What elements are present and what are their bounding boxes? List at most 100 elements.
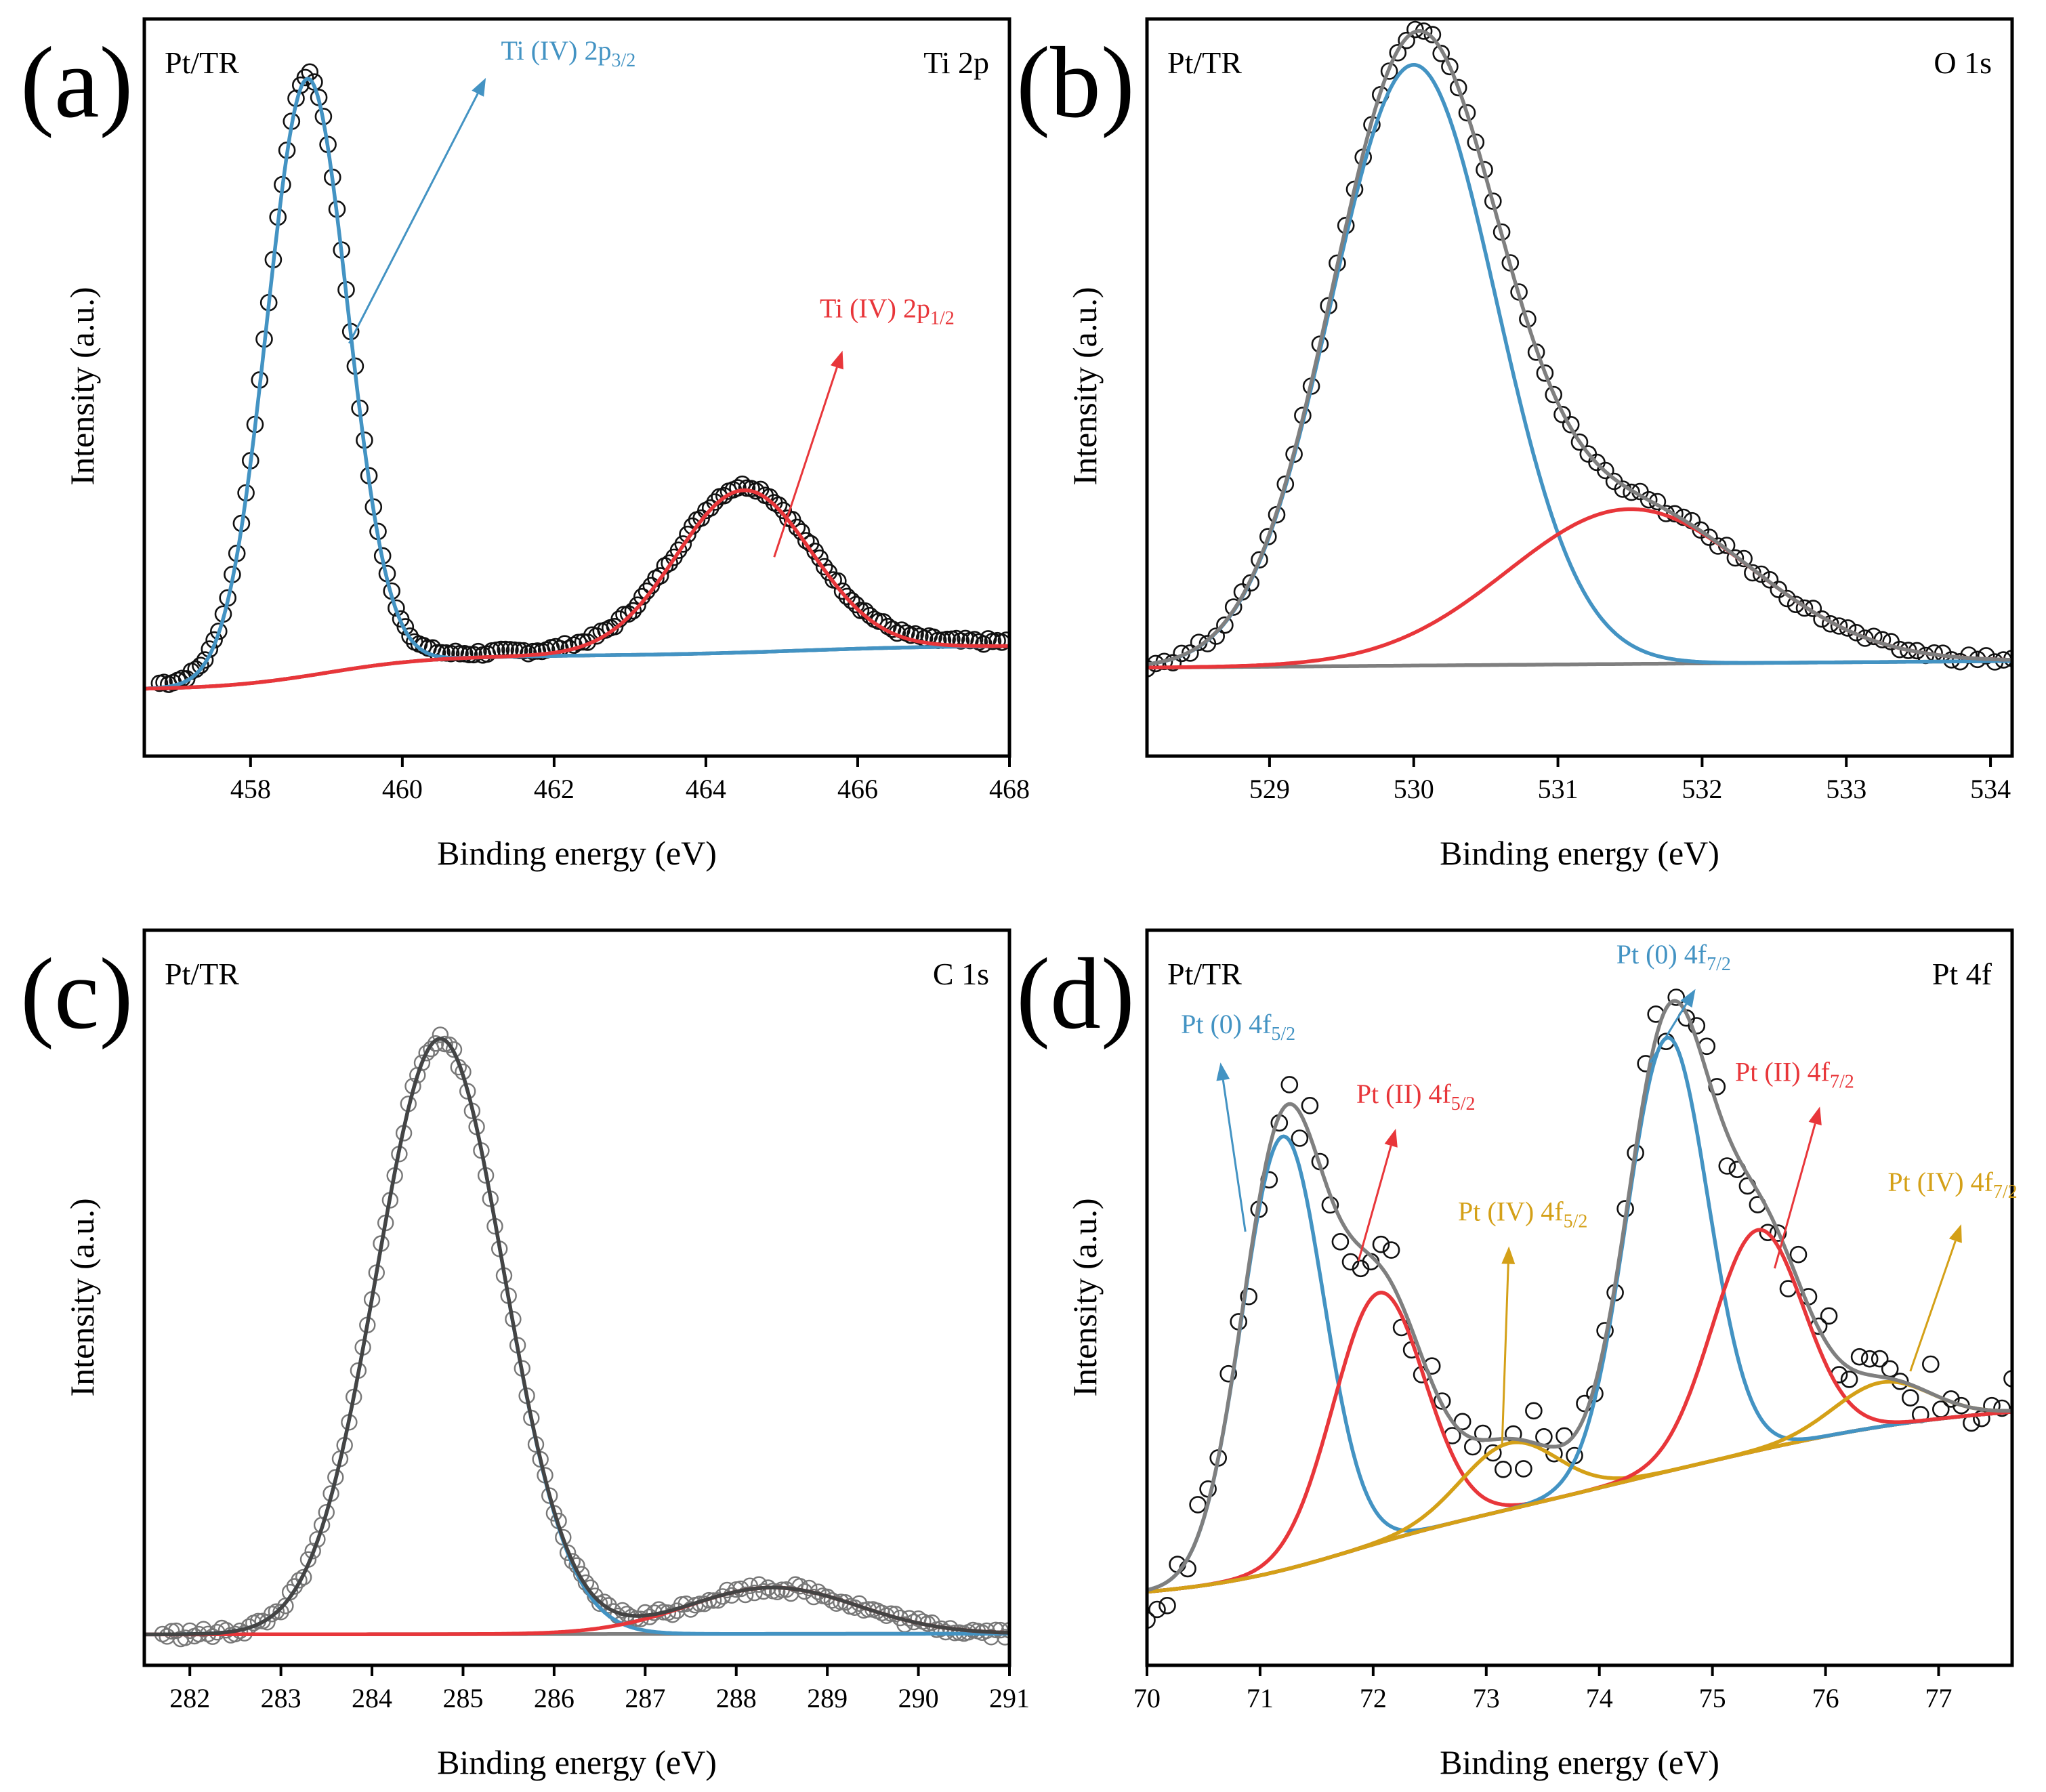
data-point: [1449, 79, 1467, 97]
data-point: [843, 591, 860, 610]
data-point: [1700, 528, 1718, 546]
data-point: [510, 642, 528, 660]
component-o-lattice: [1147, 62, 2012, 667]
data-point: [1441, 58, 1459, 76]
data-point: [1860, 1350, 1879, 1368]
data-point: [1850, 1348, 1868, 1366]
data-points: [154, 1026, 1009, 1648]
data-point: [304, 1543, 321, 1560]
plot-frame: [142, 928, 1011, 1667]
data-point: [1553, 405, 1571, 423]
data-point: [715, 486, 733, 505]
annotation-arrow-line: [348, 93, 479, 344]
component-pt-iv-4f5-2: [1147, 1410, 2012, 1594]
x-tick-label: 531: [1538, 774, 1579, 804]
data-point: [1856, 629, 1874, 647]
plot-area: [144, 63, 1009, 693]
y-axis-label: Intensity (a.u.): [1066, 287, 1104, 486]
x-tick-label: 529: [1249, 774, 1290, 804]
plot-area: [144, 1026, 1009, 1648]
region-label: Ti 2p: [923, 45, 989, 80]
data-point: [1406, 20, 1424, 39]
annotation-arrow-head: [1384, 1129, 1398, 1148]
data-point: [1464, 1438, 1482, 1456]
sample-label: Pt/TR: [1167, 957, 1242, 991]
data-point: [624, 602, 642, 620]
data-point: [209, 622, 228, 640]
annotation-arrow-head: [472, 78, 486, 97]
data-point: [1240, 1287, 1257, 1306]
region-label: Pt 4f: [1932, 957, 1992, 991]
data-point: [1224, 598, 1243, 616]
data-point: [847, 596, 865, 614]
x-tick-label: 290: [898, 1683, 939, 1713]
data-point: [629, 596, 646, 614]
x-tick-label: 291: [989, 1683, 1030, 1713]
x-tick-label: 466: [837, 774, 878, 804]
data-point: [187, 660, 205, 678]
x-tick-label: 458: [230, 774, 271, 804]
x-tick-label: 71: [1247, 1683, 1274, 1713]
region-label: O 1s: [1934, 45, 1992, 80]
sample-label: Pt/TR: [165, 45, 239, 80]
x-tick-label: 286: [534, 1683, 575, 1713]
data-point: [736, 1586, 754, 1604]
data-point: [427, 1035, 444, 1052]
component-pt-iv-4f7-2: [1147, 1379, 2012, 1594]
data-point: [833, 582, 852, 600]
data-point: [564, 1553, 581, 1570]
data-point: [1761, 570, 1779, 589]
data-point: [1189, 1496, 1207, 1514]
data-point: [182, 1622, 199, 1640]
envelope-curve: [1147, 28, 2012, 667]
x-tick-label: 464: [686, 774, 726, 804]
x-tick-label: 282: [169, 1683, 210, 1713]
sample-label: Pt/TR: [1167, 45, 1242, 80]
data-point: [1993, 1399, 2011, 1417]
data-point: [661, 554, 679, 572]
x-tick-label: 284: [352, 1683, 392, 1713]
data-point: [755, 1583, 772, 1600]
x-tick-label: 533: [1826, 774, 1866, 804]
peak-annotation: Pt (II) 4f5/2: [1356, 1079, 1476, 1262]
data-point: [1432, 45, 1450, 62]
component-ti-iv-2p3-2: [144, 77, 1009, 691]
data-point: [788, 518, 806, 537]
peak-annotation: Ti (IV) 2p3/2: [348, 35, 635, 344]
data-point: [1484, 1444, 1502, 1462]
data-point: [719, 1581, 736, 1599]
peak-annotation: Pt (IV) 4f5/2: [1458, 1196, 1587, 1445]
data-point: [1902, 1389, 1919, 1406]
data-point: [1458, 104, 1476, 122]
data-point: [619, 605, 638, 623]
data-point: [1545, 386, 1562, 404]
annotation-label: Pt (IV) 4f7/2: [1887, 1167, 2017, 1203]
annotation-label: Pt (IV) 4f5/2: [1458, 1196, 1587, 1232]
x-axis-label: Binding energy (eV): [437, 1743, 717, 1781]
data-point: [1789, 1245, 1808, 1264]
panel-c: 282 283 284 285 286 287 288 289 290 291 Binding en…: [20, 928, 1030, 1781]
peak-annotation: Pt (II) 4f7/2: [1735, 1056, 1854, 1269]
annotation-label: Pt (0) 4f7/2: [1616, 939, 1731, 975]
data-point: [515, 642, 533, 660]
annotation-arrow-head: [1501, 1246, 1516, 1264]
data-point: [975, 635, 993, 653]
annotation-label: Pt (II) 4f5/2: [1356, 1079, 1476, 1114]
plot-area: [1147, 988, 2012, 1629]
annotation-arrow-line: [1222, 1079, 1247, 1232]
data-point: [295, 1568, 312, 1586]
data-point: [1640, 491, 1658, 509]
data-point: [1301, 1097, 1319, 1114]
panel-a: 458 460 462 464 466 468 Binding energy (eV) Int…: [20, 17, 1030, 872]
data-point: [268, 1603, 285, 1620]
data-point: [2003, 1370, 2012, 1388]
panel-letter: (c): [20, 938, 133, 1050]
data-point: [1331, 1233, 1350, 1251]
annotation-arrow-line: [1909, 1241, 1957, 1372]
data-point: [701, 499, 719, 517]
peak-annotation: Pt (0) 4f5/2: [1181, 1009, 1295, 1232]
data-point: [1389, 44, 1407, 62]
data-point: [1380, 62, 1398, 80]
data-point: [1148, 1600, 1166, 1619]
region-label: C 1s: [933, 957, 989, 991]
